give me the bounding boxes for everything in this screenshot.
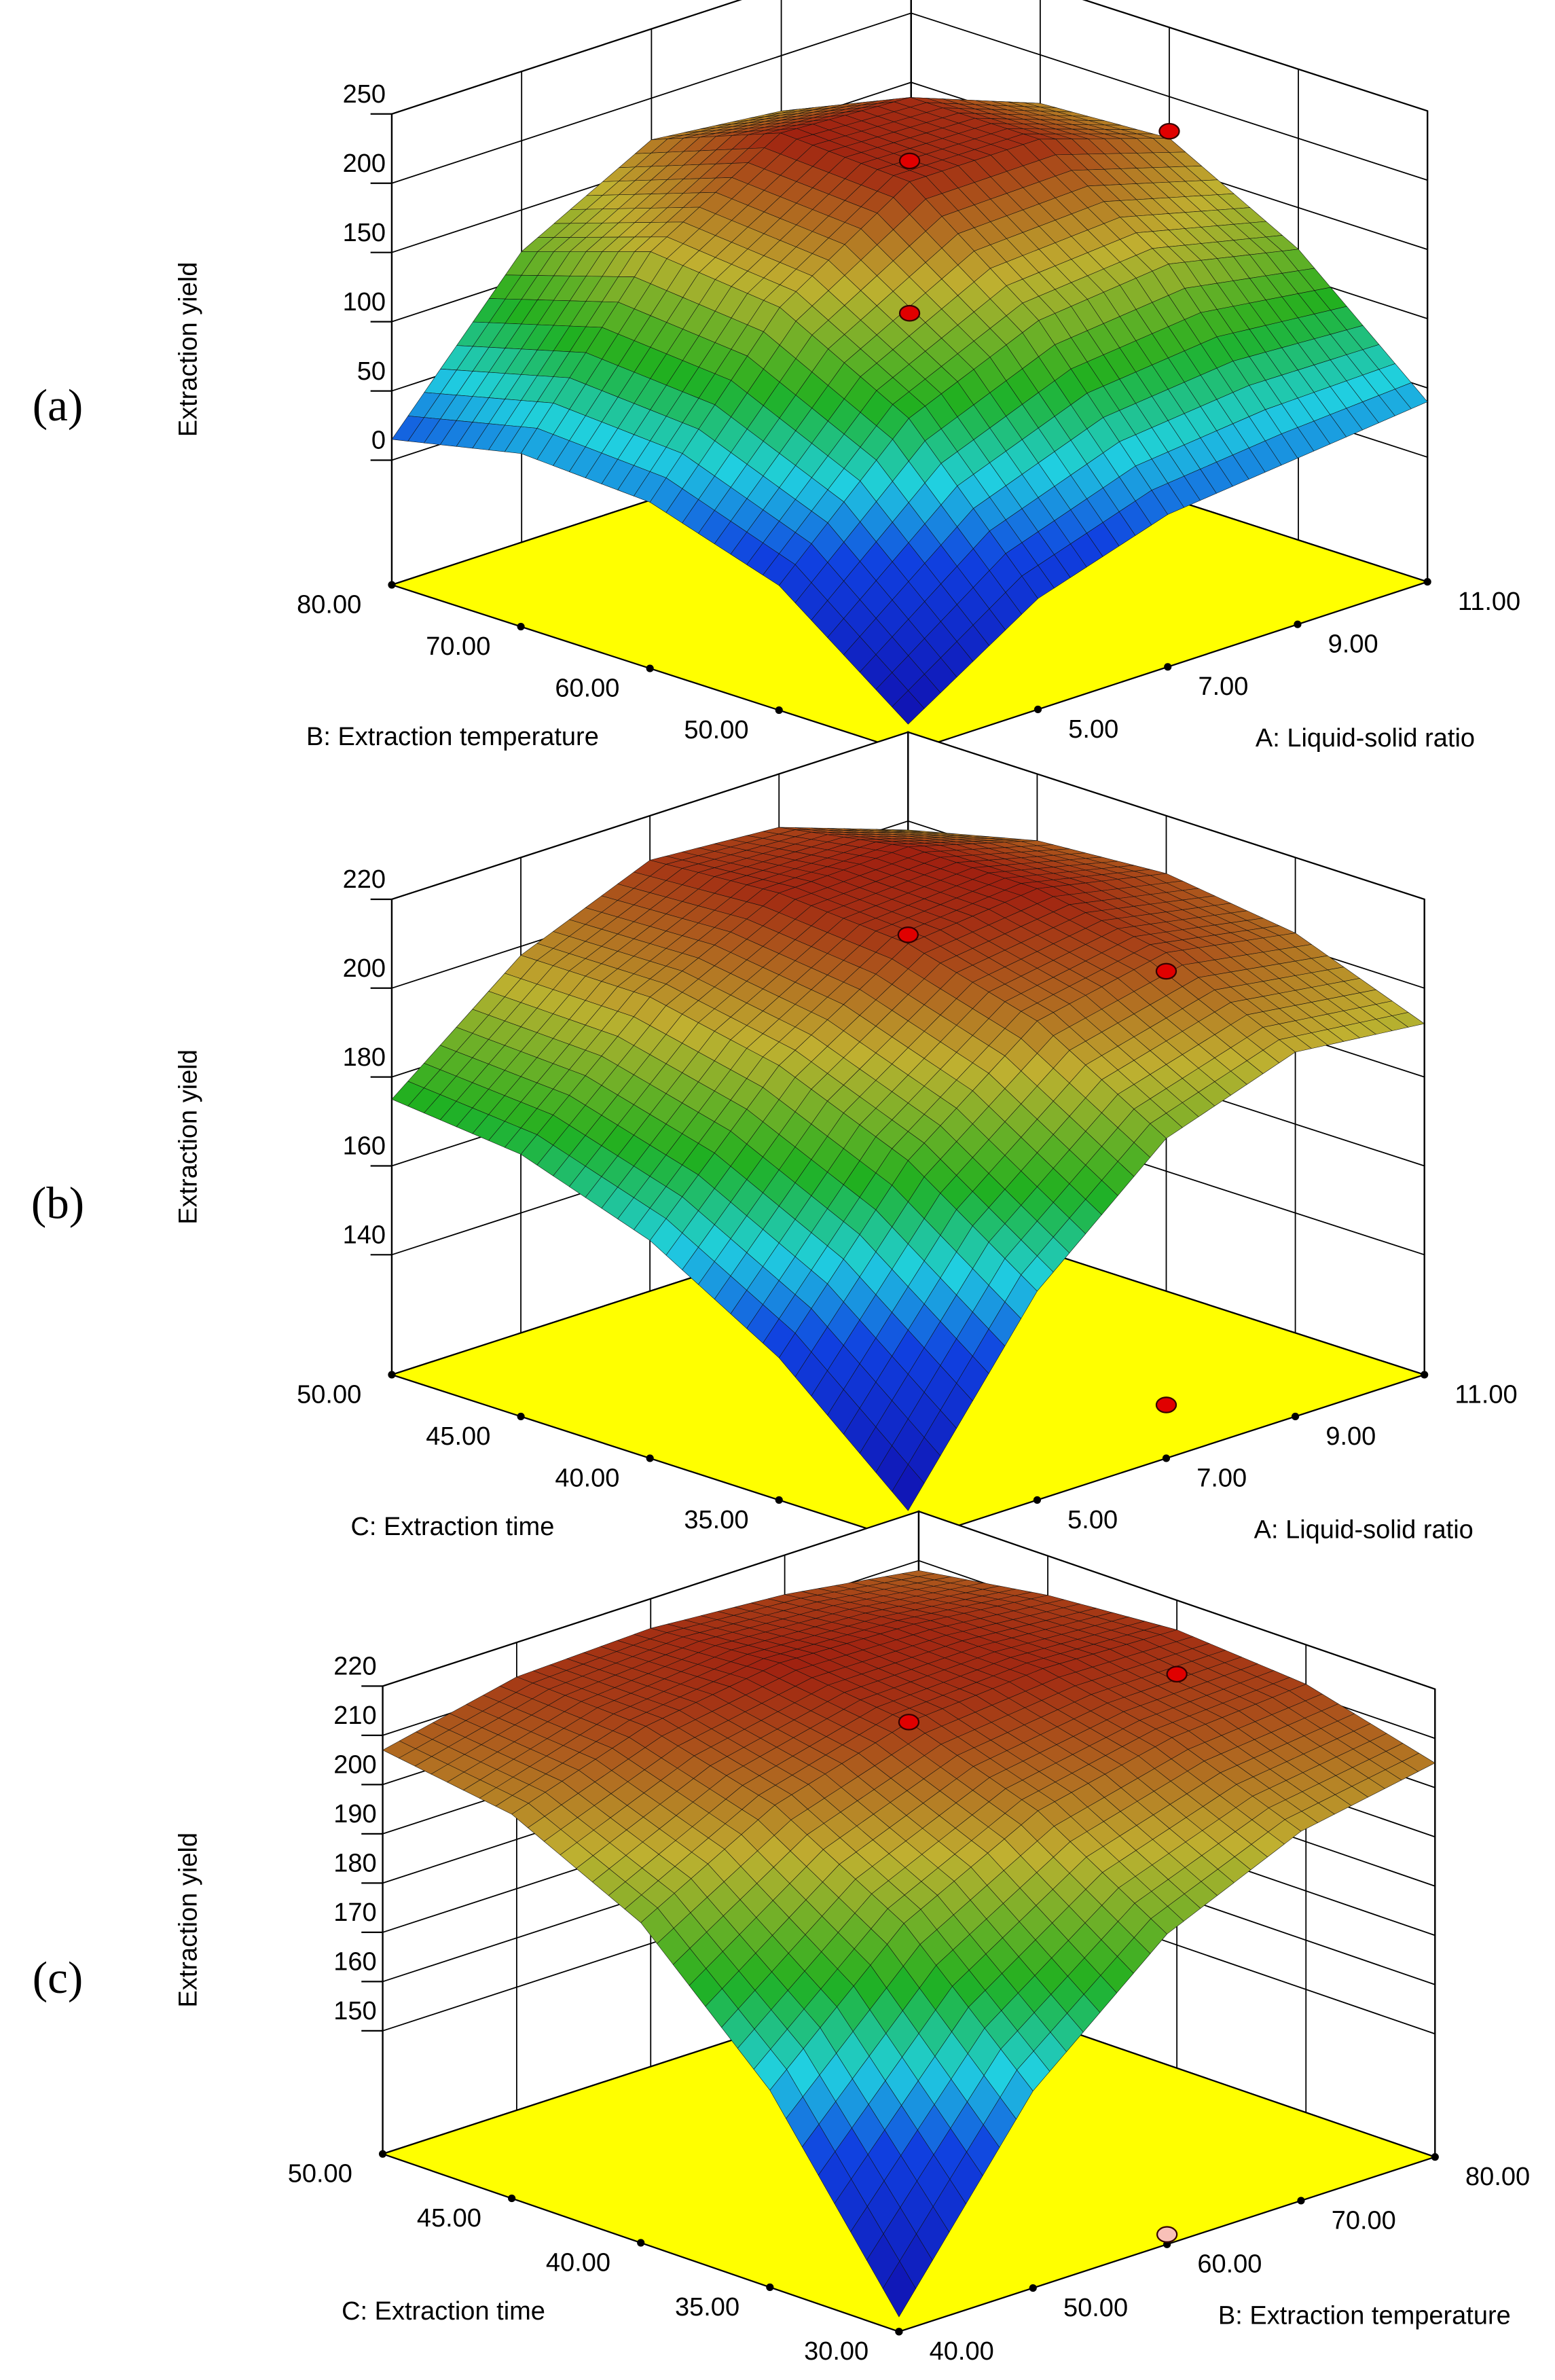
z-tick-label: 140 — [343, 1221, 386, 1250]
z-tick-label: 150 — [343, 219, 386, 247]
z-tick-label: 220 — [333, 1653, 376, 1681]
z-tick-label: 100 — [343, 288, 386, 317]
x-tick-label: 50.00 — [1063, 2294, 1128, 2322]
panel-label: (c) — [33, 1952, 83, 2003]
z-axis-title: Extraction yield — [175, 1049, 203, 1225]
x-tick — [1162, 1454, 1171, 1462]
x-tick — [1294, 620, 1302, 628]
z-tick-label: 150 — [333, 1997, 376, 2025]
y-tick — [775, 706, 783, 715]
z-tick-label: 200 — [343, 954, 386, 983]
x-tick-label: 9.00 — [1325, 1422, 1376, 1451]
panel-label: (a) — [33, 380, 83, 431]
surface-panel: 1401601802002203.005.007.009.0011.0030.0… — [31, 731, 1518, 1576]
y-tick — [646, 1454, 654, 1462]
x-axis-title: B: Extraction temperature — [1218, 2302, 1511, 2330]
design-point — [1155, 962, 1177, 980]
y-tick — [766, 2283, 774, 2292]
y-tick-label: 35.00 — [684, 1506, 748, 1534]
y-tick-label: 60.00 — [555, 674, 619, 702]
x-tick — [1029, 2284, 1037, 2292]
x-tick-label: 7.00 — [1196, 1464, 1247, 1492]
z-tick-label: 180 — [333, 1850, 376, 1878]
y-tick — [508, 2194, 516, 2203]
y-tick-label: 50.00 — [288, 2160, 352, 2188]
z-axis-title: Extraction yield — [175, 262, 203, 437]
y-tick-label: 35.00 — [675, 2293, 739, 2322]
y-tick — [646, 664, 654, 672]
y-tick — [517, 622, 525, 631]
y-axis-title: B: Extraction temperature — [306, 723, 599, 751]
y-tick-label: 70.00 — [426, 632, 490, 661]
x-tick — [1164, 663, 1172, 671]
z-tick-label: 0 — [371, 427, 386, 455]
design-point — [898, 304, 921, 322]
surface-panel: 150 160 170 180 190 200 210 220 40.00 50.00 60.00 7… — [33, 1510, 1530, 2366]
y-tick-label: 45.00 — [426, 1422, 490, 1451]
panel-label: (b) — [31, 1177, 84, 1228]
x-tick-label: 7.00 — [1198, 672, 1248, 701]
design-point — [1158, 122, 1180, 140]
x-tick-label: 80.00 — [1465, 2163, 1530, 2191]
y-tick — [895, 2328, 903, 2336]
z-tick-label: 180 — [343, 1043, 386, 1072]
x-tick-label: 11.00 — [1458, 588, 1520, 616]
y-tick — [775, 1496, 783, 1504]
x-tick — [1033, 1496, 1042, 1504]
z-tick-label: 210 — [333, 1701, 376, 1730]
y-axis-title: C: Extraction time — [342, 2297, 545, 2326]
x-tick — [1033, 705, 1042, 714]
design-point — [1155, 1396, 1177, 1413]
y-tick-label: 30.00 — [804, 2337, 868, 2366]
x-tick-label: 9.00 — [1328, 630, 1378, 659]
x-axis-title: A: Liquid-solid ratio — [1256, 724, 1475, 753]
surface-cell — [892, 690, 925, 725]
surface-cell — [892, 1464, 925, 1511]
design-point — [898, 152, 921, 170]
x-tick-label: 11.00 — [1455, 1380, 1517, 1409]
z-tick-label: 160 — [343, 1132, 386, 1161]
y-tick-label: 80.00 — [297, 590, 361, 619]
z-tick-label: 50 — [357, 357, 386, 386]
y-tick-label: 40.00 — [555, 1464, 619, 1492]
grid-line — [391, 0, 1428, 115]
x-tick — [1291, 1412, 1300, 1421]
x-tick — [1297, 2197, 1305, 2205]
z-tick-label: 250 — [343, 80, 386, 109]
design-point — [897, 926, 919, 943]
design-point — [1156, 2226, 1178, 2243]
y-tick — [517, 1412, 525, 1421]
y-tick — [637, 2239, 645, 2247]
x-tick-label: 60.00 — [1197, 2250, 1262, 2279]
y-tick-label: 50.00 — [684, 716, 748, 744]
x-tick-label: 5.00 — [1068, 715, 1118, 744]
x-tick-label: 5.00 — [1067, 1506, 1118, 1534]
z-tick-label: 200 — [343, 149, 386, 178]
y-tick-label: 45.00 — [417, 2204, 481, 2233]
z-tick-label: 220 — [343, 865, 386, 894]
y-tick-label: 40.00 — [546, 2248, 610, 2277]
surface-panel: 0501001502002503.005.007.009.0011.0040.0… — [33, 0, 1520, 786]
x-tick-label: 70.00 — [1332, 2206, 1396, 2235]
y-tick-label: 50.00 — [297, 1380, 361, 1409]
z-tick-label: 190 — [333, 1800, 376, 1828]
z-axis-title: Extraction yield — [175, 1833, 203, 2008]
design-point — [898, 1714, 920, 1731]
z-tick-label: 170 — [333, 1898, 376, 1927]
z-tick-label: 200 — [333, 1751, 376, 1780]
surface-cell — [882, 2260, 916, 2318]
x-tick-label: 40.00 — [930, 2337, 994, 2366]
y-axis-title: C: Extraction time — [350, 1513, 554, 1541]
x-axis-title: A: Liquid-solid ratio — [1254, 1515, 1474, 1544]
z-tick-label: 160 — [333, 1948, 376, 1977]
design-point — [1166, 1665, 1188, 1683]
